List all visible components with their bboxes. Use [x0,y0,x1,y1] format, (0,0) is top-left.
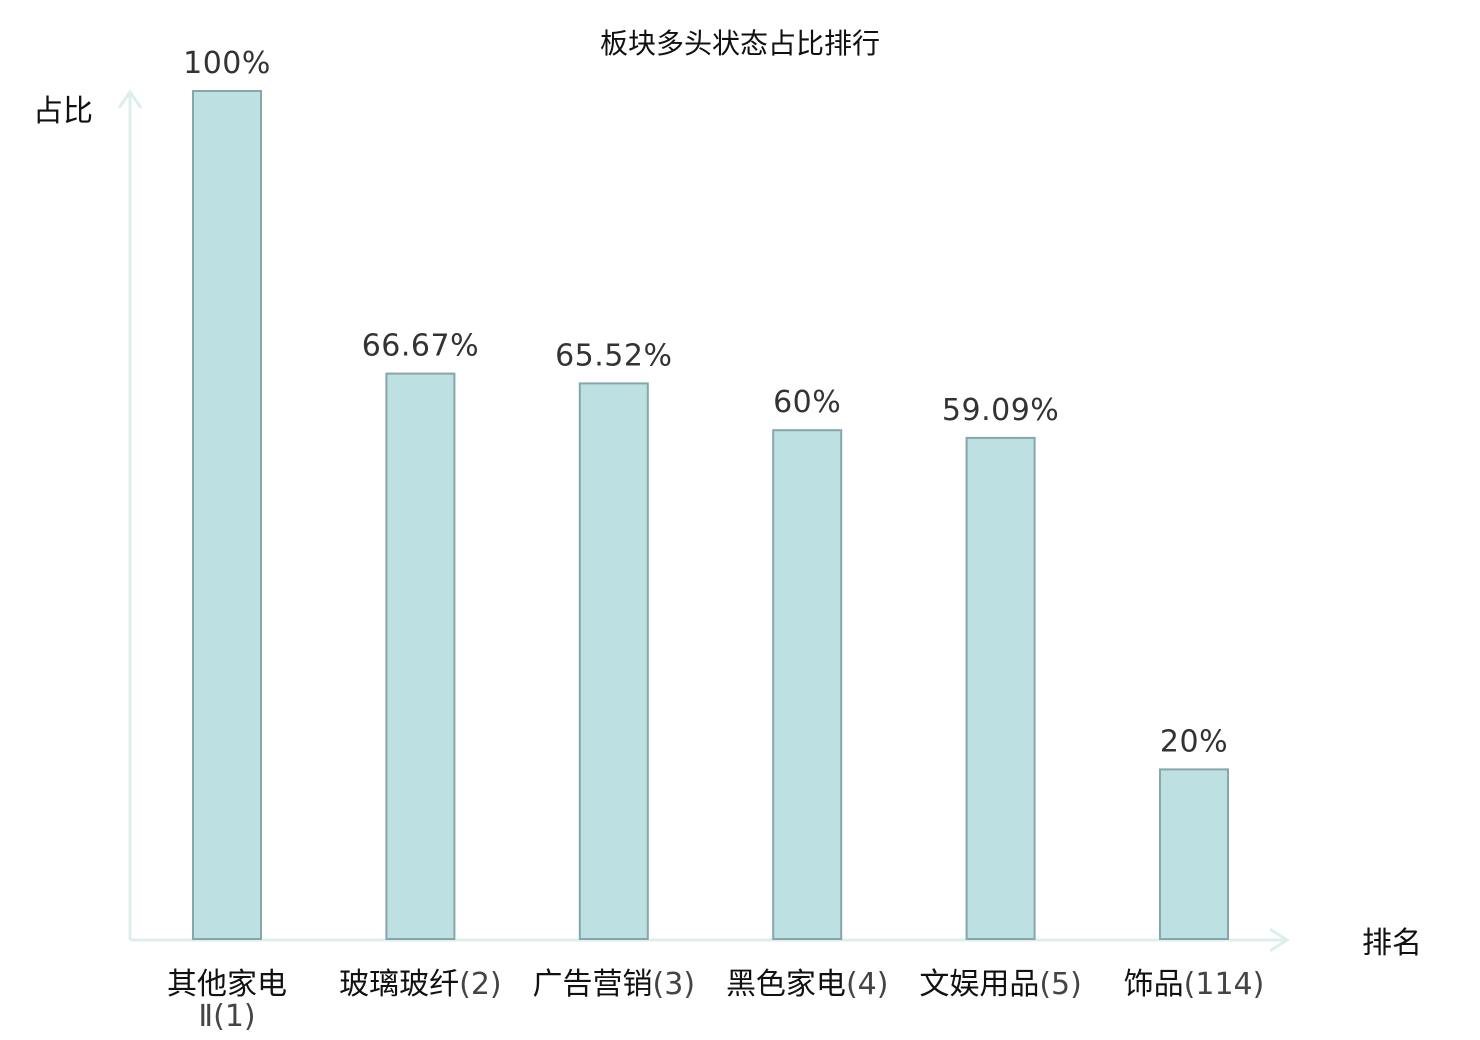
category-label-3: 广告营销(3) [533,967,696,1002]
category-name-1: 其他家电 [167,967,287,1002]
value-label-5: 59.09% [942,393,1059,428]
value-label-1: 100% [183,46,271,81]
x-axis-arrow-icon [1269,927,1290,953]
value-label-3: 65.52% [555,338,672,373]
bar-3 [578,382,649,940]
category-name-1-suffix: Ⅱ [198,999,213,1034]
x-axis-title: 排名 [1362,926,1422,961]
category-label-2: 玻璃玻纤(2) [339,967,502,1002]
bar-4 [772,429,843,940]
category-rank-1: (1) [213,999,256,1034]
y-axis-title: 占比 [33,94,93,129]
category-label-1: 其他家电 [167,967,287,1002]
category-label-5: 文娱用品(5) [919,967,1082,1002]
category-label-1-line2: Ⅱ(1) [198,999,255,1034]
category-label-4: 黑色家电(4) [726,967,889,1002]
category-rank-6: (114) [1184,967,1265,1002]
bar-6 [1159,768,1229,941]
category-rank-2: (2) [459,967,502,1002]
category-rank-5: (5) [1039,967,1082,1002]
bars-group [192,90,1229,941]
value-label-4: 60% [773,385,841,420]
bar-1 [192,90,262,940]
category-label-6: 饰品(114) [1124,967,1265,1002]
category-name-4: 黑色家电 [726,967,846,1002]
chart-title: 板块多头状态占比排行 [600,27,880,60]
value-labels-group: 100% 66.67% 65.52% 60% 59.09% 20% [183,46,1228,759]
category-rank-4: (4) [846,967,889,1002]
category-name-5: 文娱用品 [919,967,1039,1002]
value-label-6: 20% [1160,724,1228,759]
category-name-2: 玻璃玻纤 [339,967,459,1002]
category-rank-3: (3) [653,967,696,1002]
category-name-3: 广告营销 [533,967,653,1002]
value-label-2: 66.67% [362,329,479,364]
bar-5 [965,436,1036,940]
bar-2 [385,372,456,941]
category-name-6: 饰品 [1124,967,1184,1002]
y-axis-arrow-icon [117,89,143,109]
axes [117,89,1290,953]
